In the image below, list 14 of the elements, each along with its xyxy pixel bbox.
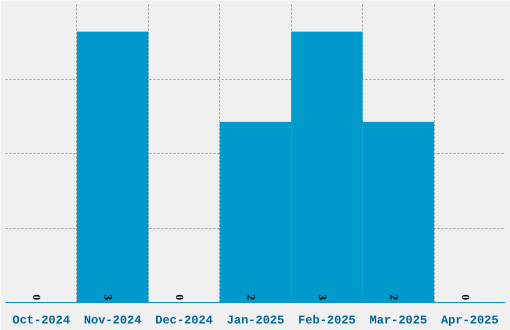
x-tick-label: Dec-2024: [155, 314, 213, 328]
data-label: 0: [30, 294, 42, 300]
x-tick-label: Jan-2025: [226, 314, 284, 328]
x-tick-label: Feb-2025: [298, 314, 356, 328]
x-tick-label: Nov-2024: [84, 314, 142, 328]
data-label: 2: [244, 294, 256, 300]
data-label: 3: [316, 294, 328, 300]
data-label: 3: [102, 294, 114, 300]
x-tick-label: Mar-2025: [370, 314, 428, 328]
x-tick-label: Oct-2024: [12, 314, 70, 328]
x-tick-label: Apr-2025: [440, 314, 499, 328]
data-label: 0: [458, 294, 471, 300]
data-label: 0: [173, 294, 186, 300]
data-label: 2: [387, 294, 400, 300]
